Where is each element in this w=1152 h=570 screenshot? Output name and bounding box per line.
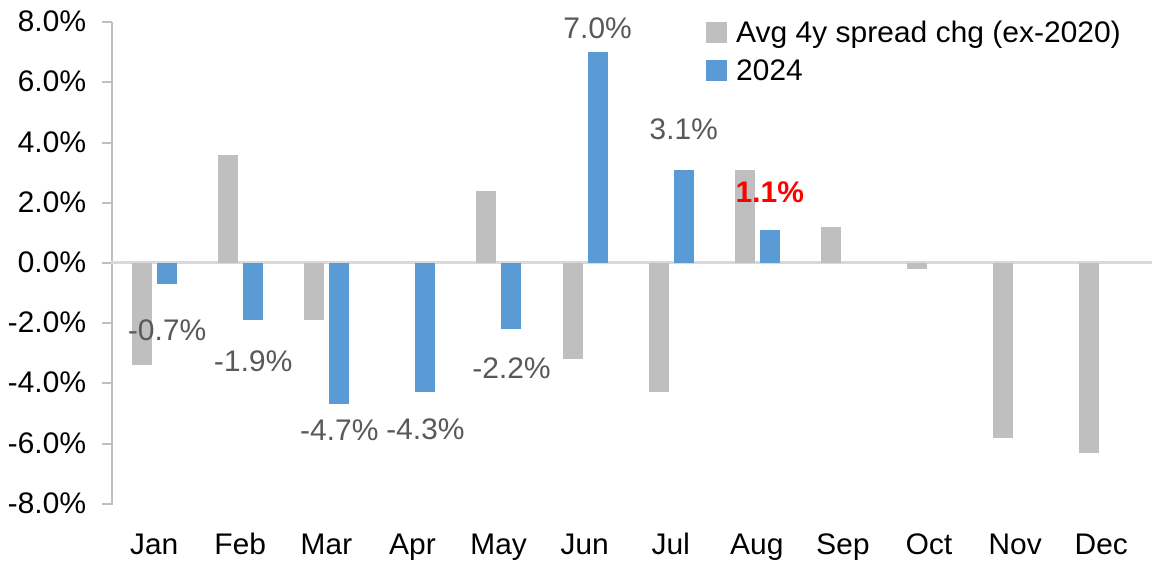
legend-swatch-blue bbox=[706, 59, 727, 81]
zero-gridline bbox=[111, 261, 1152, 264]
bar-y2024-aug bbox=[759, 229, 780, 263]
y-axis-tick-mark bbox=[102, 442, 112, 445]
y-axis-tick-mark bbox=[102, 141, 112, 144]
y-axis-tick-mark bbox=[102, 201, 112, 204]
bar-y2024-feb bbox=[243, 263, 264, 321]
y-axis-tick-mark bbox=[102, 21, 112, 24]
x-axis-label-dec: Dec bbox=[1074, 528, 1128, 561]
x-axis-label-feb: Feb bbox=[214, 528, 266, 561]
bar-y2024-may bbox=[501, 263, 522, 330]
y-axis-tick-label: -6.0% bbox=[7, 426, 86, 460]
legend: Avg 4y spread chg (ex-2020) 2024 bbox=[706, 13, 1121, 89]
data-label-jun: 7.0% bbox=[563, 12, 632, 46]
y-axis-tick-label: -8.0% bbox=[7, 486, 86, 520]
y-axis-tick-mark bbox=[102, 322, 112, 325]
data-label-jan: -0.7% bbox=[127, 314, 207, 348]
x-axis-label-may: May bbox=[470, 528, 527, 561]
legend-swatch-gray bbox=[706, 21, 727, 43]
x-axis-label-sep: Sep bbox=[816, 528, 870, 561]
bar-avg-nov bbox=[993, 263, 1013, 438]
bar-avg-aug bbox=[734, 169, 755, 263]
y-axis-tick-label: 8.0% bbox=[17, 5, 86, 39]
x-axis-label-jul: Jul bbox=[651, 528, 690, 561]
y-axis-tick-label: 4.0% bbox=[17, 125, 86, 159]
data-label-jul: 3.1% bbox=[649, 112, 718, 146]
bar-avg-dec bbox=[1079, 263, 1100, 453]
y-axis-tick-label: -4.0% bbox=[7, 366, 86, 400]
x-axis-label-jan: Jan bbox=[129, 528, 179, 561]
y-axis-tick-label: -2.0% bbox=[7, 306, 86, 340]
bar-y2024-apr bbox=[415, 263, 436, 393]
legend-label-2024: 2024 bbox=[736, 53, 803, 87]
data-label-feb: -1.9% bbox=[213, 345, 293, 379]
bar-y2024-jul bbox=[673, 169, 694, 263]
data-label-may: -2.2% bbox=[472, 352, 551, 386]
y-axis-tick-mark bbox=[102, 81, 112, 84]
bar-avg-jun bbox=[562, 263, 583, 360]
data-label-mar: -4.7% bbox=[300, 414, 379, 448]
x-axis-label-aug: Aug bbox=[730, 528, 784, 561]
legend-entry-2024: 2024 bbox=[706, 51, 1121, 89]
x-axis-label-nov: Nov bbox=[988, 528, 1042, 561]
legend-label-avg-4y-spread: Avg 4y spread chg (ex-2020) bbox=[736, 15, 1121, 49]
y-axis-tick-mark bbox=[102, 262, 112, 264]
y-axis-tick-label: 0.0% bbox=[17, 246, 86, 279]
bar-y2024-jan bbox=[157, 263, 177, 285]
y-axis-tick-mark bbox=[102, 382, 112, 385]
bar-avg-may bbox=[476, 190, 497, 263]
bar-avg-jan bbox=[132, 263, 152, 366]
x-axis-label-oct: Oct bbox=[905, 528, 953, 561]
y-axis-tick-label: 2.0% bbox=[17, 185, 86, 219]
bar-y2024-jun bbox=[587, 52, 608, 263]
bar-avg-mar bbox=[304, 263, 325, 321]
bar-avg-jul bbox=[648, 263, 669, 393]
x-axis-label-jun: Jun bbox=[560, 528, 609, 561]
bar-avg-feb bbox=[218, 154, 239, 263]
y-axis-tick-label: 6.0% bbox=[17, 65, 86, 99]
bar-y2024-mar bbox=[329, 263, 350, 405]
y-axis-tick-mark bbox=[102, 502, 112, 505]
bar-avg-oct bbox=[906, 263, 927, 270]
legend-entry-avg-4y-spread: Avg 4y spread chg (ex-2020) bbox=[706, 13, 1121, 51]
x-axis-label-mar: Mar bbox=[300, 528, 353, 561]
bar-avg-sep bbox=[820, 226, 841, 263]
x-axis-label-apr: Apr bbox=[389, 528, 436, 561]
data-label-apr: -4.3% bbox=[386, 413, 465, 447]
data-label-aug: 1.1% bbox=[735, 175, 804, 209]
